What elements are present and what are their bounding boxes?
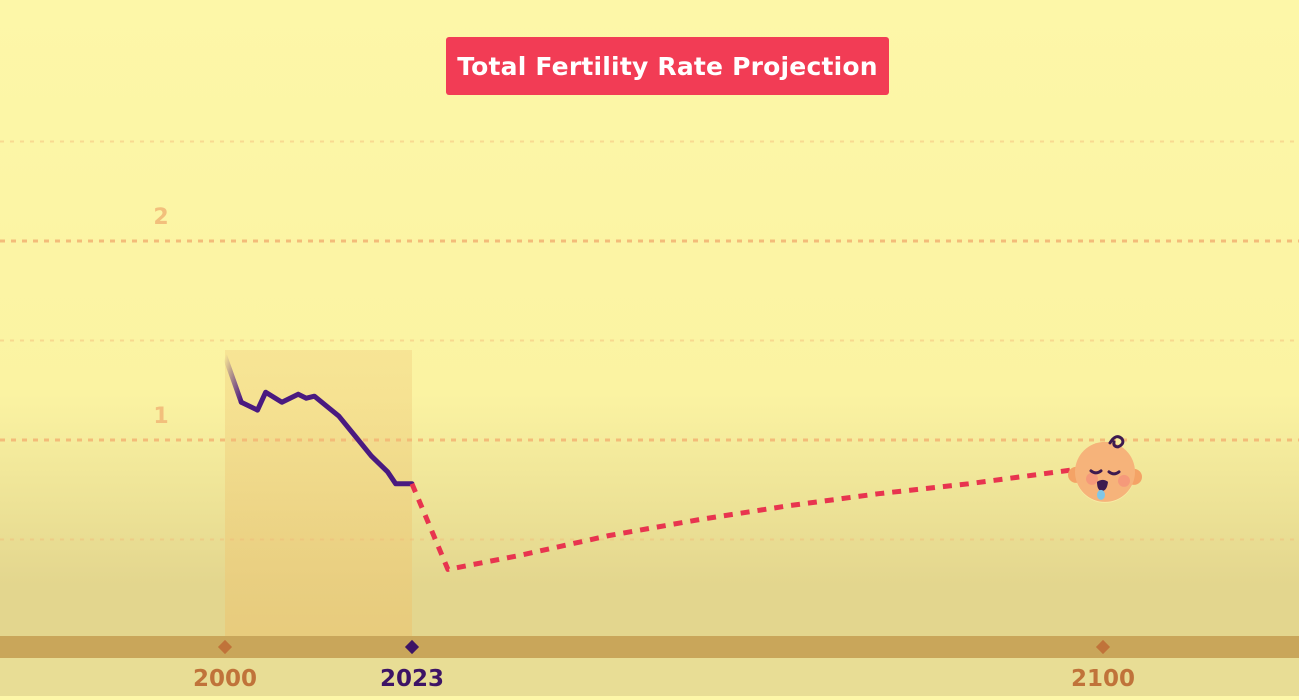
series-historical-leadin bbox=[222, 353, 244, 405]
chart-title: Total Fertility Rate Projection bbox=[457, 51, 878, 81]
x-tick-marker bbox=[404, 639, 420, 655]
x-axis-label-area bbox=[0, 658, 1299, 696]
x-tick-label: 2000 bbox=[193, 666, 257, 692]
x-tick-marker bbox=[217, 639, 233, 655]
series-projection-line bbox=[409, 463, 1104, 572]
x-tick-marker bbox=[1095, 639, 1111, 655]
chart-title-badge: Total Fertility Rate Projection bbox=[446, 37, 889, 95]
historical-region bbox=[225, 350, 412, 636]
x-tick-label: 2023 bbox=[380, 666, 444, 692]
series-historical-line bbox=[238, 389, 415, 487]
y-tick-label: 1 bbox=[153, 404, 168, 429]
x-tick-label: 2100 bbox=[1071, 666, 1135, 692]
sleeping-baby-icon bbox=[1068, 435, 1142, 503]
y-tick-label: 2 bbox=[153, 205, 168, 230]
plot-background bbox=[0, 0, 1299, 636]
x-axis-band bbox=[0, 636, 1299, 658]
